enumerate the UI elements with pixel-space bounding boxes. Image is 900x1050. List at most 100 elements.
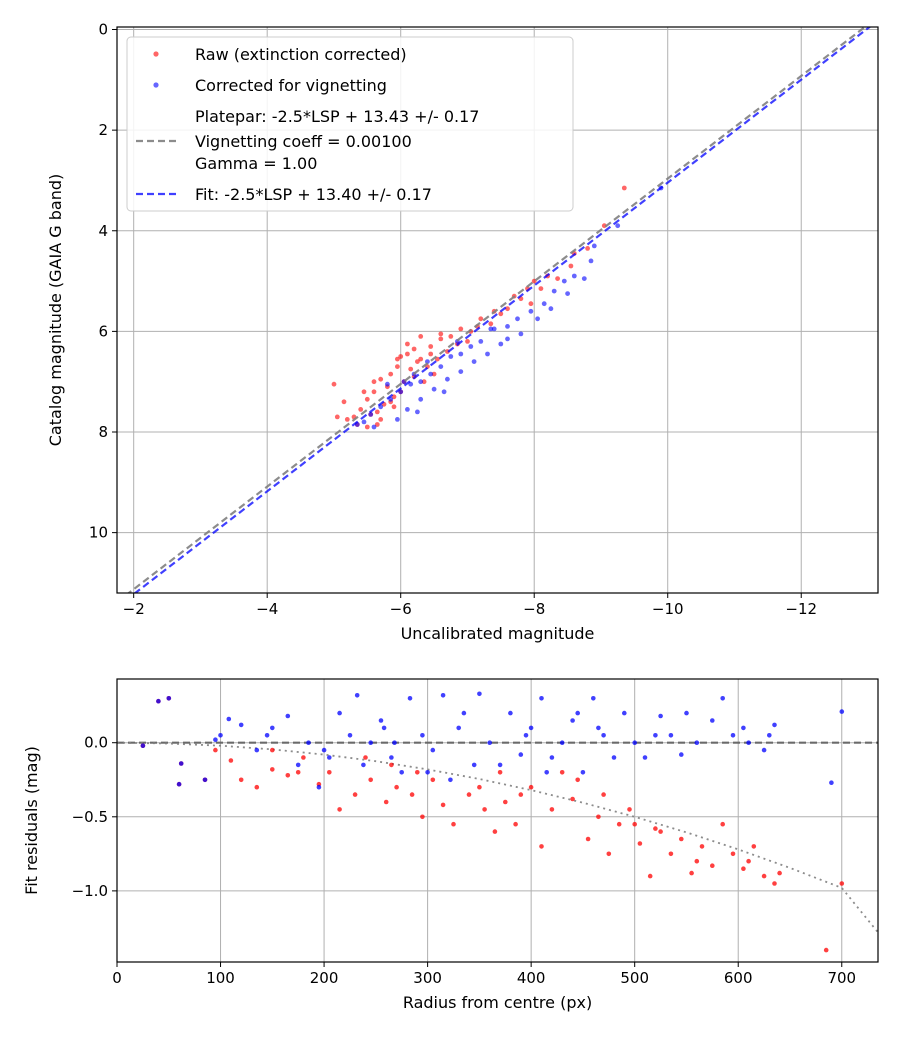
residuals-corrected-point [461,710,467,716]
residuals-raw-point [632,821,637,827]
residuals-raw-point [440,802,446,808]
calibration-raw-point [498,311,504,317]
calibration-raw-point [405,341,410,347]
calibration-corrected-point [415,409,420,415]
residuals-raw-point [653,826,658,831]
calibration-raw-point [505,306,510,312]
residuals-corrected-point [632,740,637,745]
calibration-corrected-point [468,344,474,349]
residuals-raw-point [497,770,503,775]
calibration-raw-point [344,417,350,422]
residuals-raw-point [627,807,632,812]
calibration-raw-point [418,334,424,339]
residuals-raw-point [466,792,472,797]
calibration-raw-point [421,379,427,385]
residuals-plot: 0 100 200 300 400 500 600 700 0.0 −0.5 −1.0 Radius … [22,678,879,1012]
residuals-corrected-point [601,733,606,738]
residuals-raw-point [637,841,643,846]
residuals-raw-point [777,870,782,876]
residuals-x-tick-label: 0 [112,969,122,987]
residuals-corrected-point [528,725,534,731]
calibration-raw-point [378,376,384,382]
residuals-raw-point [295,770,301,775]
calibration-raw-point [585,246,590,251]
residuals-x-axis-label: Radius from centre (px) [403,993,592,1012]
residuals-corrected-point [392,740,397,745]
calibration-raw-point [601,223,607,229]
residuals-raw-point [746,858,751,864]
calibration-x-tick-label: −8 [523,600,545,618]
calibration-y-tick-label: 4 [98,222,108,240]
residuals-corrected-point [166,696,172,701]
legend-entry-1-marker [153,51,159,57]
residuals-corrected-point [399,770,405,775]
calibration-corrected-point [505,336,510,342]
residuals-raw-point [238,777,244,783]
residuals-raw-point [575,777,580,783]
calibration-corrected-point [565,291,570,296]
residuals-x-tick-label: 500 [620,969,649,987]
residuals-corrected-point [684,710,689,716]
residuals-vignetting-model-line [117,741,878,933]
residuals-corrected-point [270,725,275,731]
residuals-corrected-point [327,755,332,760]
residuals-corrected-point [523,733,529,738]
legend: Raw (extinction corrected) Corrected for … [126,36,574,212]
residuals-raw-point [270,767,275,772]
residuals-corrected-point [539,696,544,701]
residuals-corrected-point [448,777,453,783]
calibration-raw-point [395,364,400,369]
legend-entry-2-label: Corrected for vignetting [195,76,387,95]
calibration-corrected-point [405,407,410,412]
residuals-corrected-point [316,784,322,790]
residuals-raw-point [772,881,777,886]
calibration-x-tick-label: −12 [785,600,817,618]
residuals-corrected-point [772,722,777,728]
residuals-raw-point [606,851,612,857]
residuals-raw-point [823,947,829,953]
residuals-corrected-point [544,770,549,775]
calibration-raw-point [418,356,424,362]
calibration-raw-point [538,286,544,291]
residuals-x-tick-label: 400 [517,969,546,987]
residuals-raw-point [710,863,715,868]
residuals-raw-point [213,747,218,753]
residuals-corrected-point [337,710,342,716]
calibration-raw-point [371,379,377,385]
residuals-raw-point [751,844,757,849]
calibration-raw-point [438,331,444,337]
calibration-corrected-point [561,278,567,284]
calibration-corrected-point [438,364,444,369]
residuals-corrected-point [407,696,413,701]
residuals-y-tick-label: 0.0 [84,734,108,752]
residuals-corrected-point [347,733,353,738]
residuals-corrected-point [354,693,360,698]
calibration-raw-point [428,344,434,349]
calibration-raw-point [428,351,434,357]
calibration-x-tick-label: −10 [652,600,684,618]
residuals-corrected-point [430,747,436,753]
residuals-corrected-point [611,755,617,760]
calibration-corrected-point [368,412,374,417]
calibration-raw-point [465,339,470,344]
calibration-corrected-point [441,389,447,395]
residuals-corrected-point [622,710,627,716]
residuals-raw-point [228,758,234,763]
residuals-corrected-point [254,747,260,753]
residuals-corrected-point [306,740,311,745]
residuals-raw-point [477,784,482,790]
calibration-y-tick-label: 10 [89,524,108,542]
calibration-corrected-point [488,326,494,332]
legend-entry-2-marker [153,82,159,88]
residuals-corrected-point [575,710,580,716]
calibration-axes-frame [116,26,879,594]
residuals-corrected-point [668,733,674,738]
calibration-corrected-point [445,376,450,382]
legend-entry-3-label-line: Platepar: -2.5*LSP + 13.43 +/- 0.17 [195,107,479,126]
calibration-raw-point [374,409,380,415]
legend-entry-4-label: Fit: -2.5*LSP + 13.40 +/- 0.17 [195,185,432,204]
residuals-corrected-point [839,709,845,714]
residuals-raw-point [368,777,374,783]
calibration-corrected-point [458,351,464,357]
calibration-corrected-point [431,386,437,392]
